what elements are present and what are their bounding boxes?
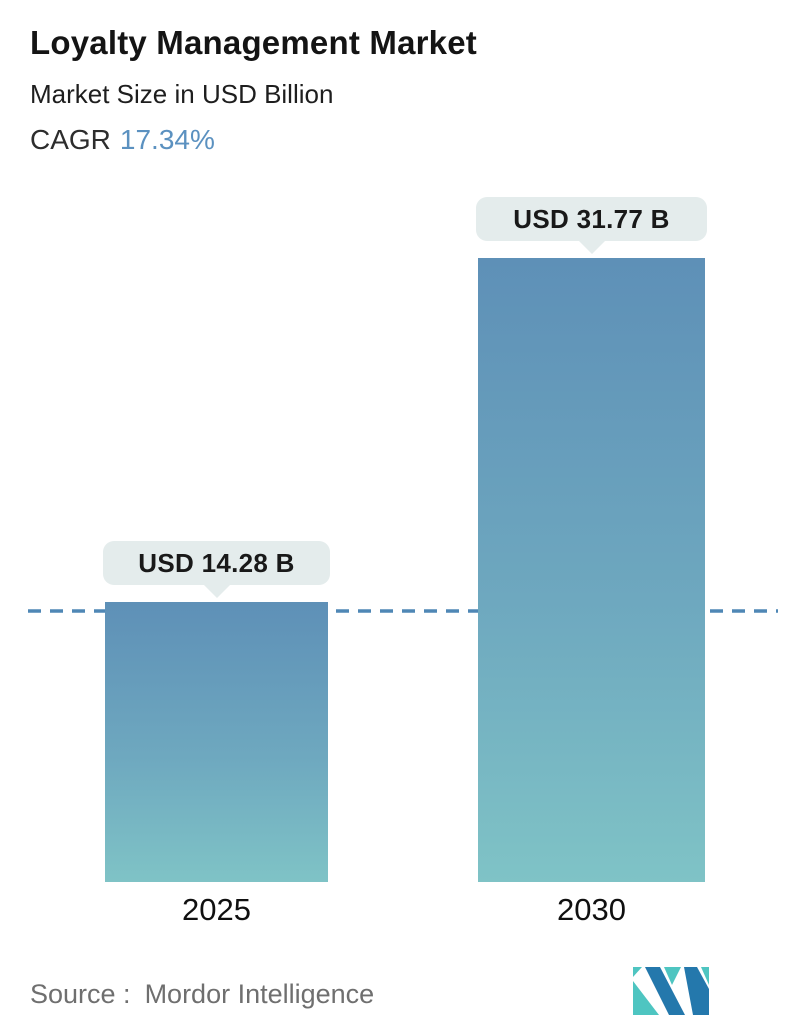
mordor-intelligence-logo-icon: [633, 967, 709, 1015]
value-label-2030: USD 31.77 B: [513, 203, 670, 234]
bar-2030: USD 31.77 B 2030: [476, 197, 707, 927]
callout-pointer-icon: [577, 240, 606, 254]
source-value: Mordor Intelligence: [144, 979, 375, 1009]
value-callout-2030: USD 31.77 B: [476, 197, 707, 254]
chart-header: Loyalty Management Market Market Size in…: [30, 24, 477, 156]
cagr-value: 17.34%: [119, 124, 215, 155]
cagr-line: CAGR 17.34%: [30, 124, 477, 156]
source-line: Source : Mordor Intelligence: [30, 979, 374, 1010]
source-label: Source :: [30, 979, 131, 1009]
page-title: Loyalty Management Market: [30, 24, 477, 61]
callout-pointer-icon: [202, 584, 231, 598]
cagr-label: CAGR: [30, 124, 111, 155]
value-callout-2025: USD 14.28 B: [103, 541, 330, 598]
category-label-2030: 2030: [557, 892, 626, 927]
chart-subtitle: Market Size in USD Billion: [30, 79, 334, 109]
value-label-2025: USD 14.28 B: [138, 547, 295, 578]
category-label-2025: 2025: [182, 892, 251, 927]
bar-2025: USD 14.28 B 2025: [103, 541, 330, 927]
